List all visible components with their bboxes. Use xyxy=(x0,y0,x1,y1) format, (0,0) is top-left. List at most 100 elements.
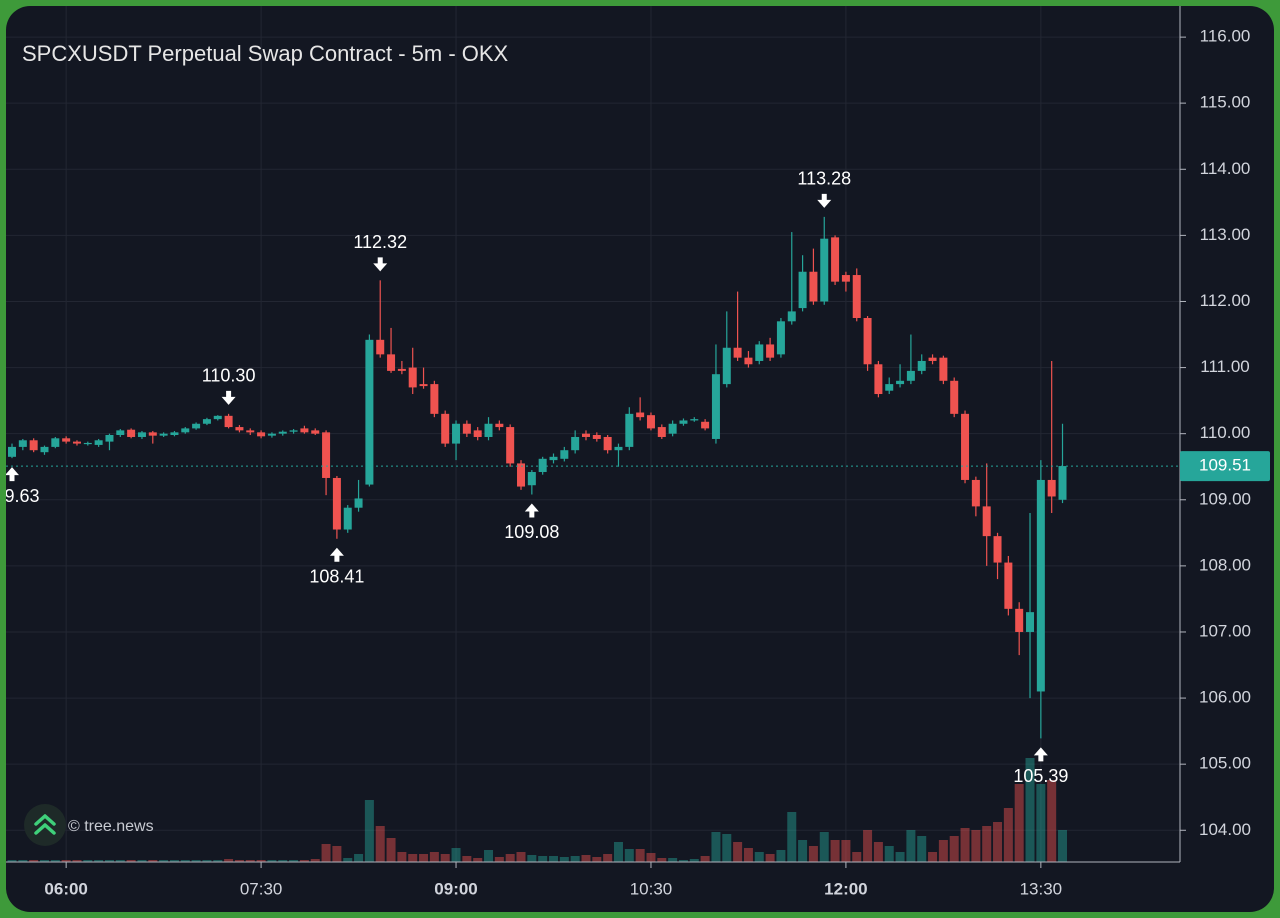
candle-body xyxy=(517,463,526,487)
chart-title: SPCXUSDT Perpetual Swap Contract - 5m - … xyxy=(22,41,509,66)
candle-body xyxy=(300,428,309,433)
candle-body xyxy=(917,360,926,371)
volume-bar xyxy=(278,860,288,862)
volume-bar xyxy=(993,822,1003,862)
x-tick-label: 10:30 xyxy=(630,879,673,898)
x-tick-label: 13:30 xyxy=(1020,879,1063,898)
volume-bar xyxy=(50,860,60,862)
annotation-label: 105.39 xyxy=(1013,766,1068,786)
volume-bar xyxy=(982,826,992,862)
candle-body xyxy=(592,435,601,439)
candle-body xyxy=(148,432,157,436)
candle-body xyxy=(538,458,547,473)
candle-body xyxy=(527,472,536,486)
volume-bar xyxy=(776,850,786,862)
y-tick-label: 112.00 xyxy=(1200,291,1251,310)
volume-bar xyxy=(83,860,93,862)
volume-bar xyxy=(451,848,461,862)
volume-bar xyxy=(960,828,970,862)
volume-bar xyxy=(830,840,840,862)
volume-bar xyxy=(743,848,753,862)
candle-body xyxy=(51,438,60,447)
watermark: © tree.news xyxy=(68,818,154,835)
volume-bar xyxy=(213,860,223,862)
volume-bar xyxy=(549,856,558,862)
y-tick-label: 105.00 xyxy=(1199,754,1251,773)
candle-body xyxy=(744,357,753,365)
candle-body xyxy=(982,506,991,537)
annotation-arrow xyxy=(817,193,832,208)
volume-bar xyxy=(299,860,309,862)
annotation-arrow xyxy=(221,390,236,405)
candle-body xyxy=(885,384,894,391)
candle-layer xyxy=(8,216,1067,739)
candle-body xyxy=(950,380,959,414)
candle-body xyxy=(776,321,785,355)
candle-body xyxy=(311,430,320,434)
candle-body xyxy=(343,507,352,530)
candle-body xyxy=(755,344,764,361)
candle-body xyxy=(462,423,471,434)
candle-body xyxy=(506,427,515,464)
annotation-label: 110.30 xyxy=(202,366,256,386)
annotation-arrow xyxy=(373,257,388,272)
annotation-label: 113.28 xyxy=(797,169,851,189)
volume-bar xyxy=(733,842,743,862)
volume-bar xyxy=(148,860,158,862)
y-tick-label: 115.00 xyxy=(1200,93,1251,112)
candle-body xyxy=(192,423,201,429)
candle-body xyxy=(246,430,255,433)
candle-body xyxy=(116,430,125,435)
y-tick-label: 111.00 xyxy=(1200,357,1249,376)
annotation-label: 108.41 xyxy=(309,567,364,587)
candle-body xyxy=(376,339,385,355)
y-tick-label: 107.00 xyxy=(1199,621,1251,640)
volume-bar xyxy=(603,854,613,862)
candle-body xyxy=(690,419,699,421)
candle-body xyxy=(1036,479,1045,692)
volume-bar xyxy=(18,860,28,862)
y-tick-label: 114.00 xyxy=(1200,159,1251,178)
volume-bar xyxy=(906,830,916,862)
volume-bar xyxy=(289,860,299,862)
volume-bar xyxy=(516,852,526,862)
candle-body xyxy=(137,432,146,437)
candle-body xyxy=(235,427,244,431)
volume-bar xyxy=(61,860,71,862)
annotation-layer: 109.63 110.30 108.41 112.32 109.08 113.28 105.… xyxy=(6,169,1180,786)
volume-bar xyxy=(938,840,948,862)
candle-body xyxy=(809,271,818,302)
candle-body xyxy=(495,423,504,428)
volume-bar xyxy=(678,860,688,862)
volume-bar xyxy=(375,826,385,862)
volume-bar xyxy=(386,838,396,862)
volume-bar xyxy=(657,858,667,862)
y-tick-label: 104.00 xyxy=(1199,820,1251,839)
x-tick-label: 09:00 xyxy=(434,879,477,898)
candle-body xyxy=(278,431,287,434)
candle-body xyxy=(40,446,49,453)
volume-bar xyxy=(484,850,494,862)
candle-body xyxy=(939,357,948,381)
volume-bar xyxy=(169,860,179,862)
volume-bar xyxy=(234,860,244,862)
candle-body xyxy=(646,415,655,429)
candle-body xyxy=(581,433,590,437)
volume-bar xyxy=(711,832,721,862)
volume-bar xyxy=(722,834,732,862)
y-tick-label: 113.00 xyxy=(1200,225,1251,244)
volume-bar xyxy=(570,856,580,862)
x-tick-label: 06:00 xyxy=(44,879,87,898)
volume-bar xyxy=(765,854,775,862)
volume-bar xyxy=(592,857,602,862)
volume-bar xyxy=(408,854,418,862)
candle-body xyxy=(820,238,829,302)
candle-body xyxy=(397,368,406,371)
volume-bar xyxy=(245,860,255,862)
volume-bar xyxy=(863,830,873,862)
candle-body xyxy=(1026,612,1035,632)
volume-bar xyxy=(700,856,710,862)
candle-body xyxy=(1004,562,1013,609)
